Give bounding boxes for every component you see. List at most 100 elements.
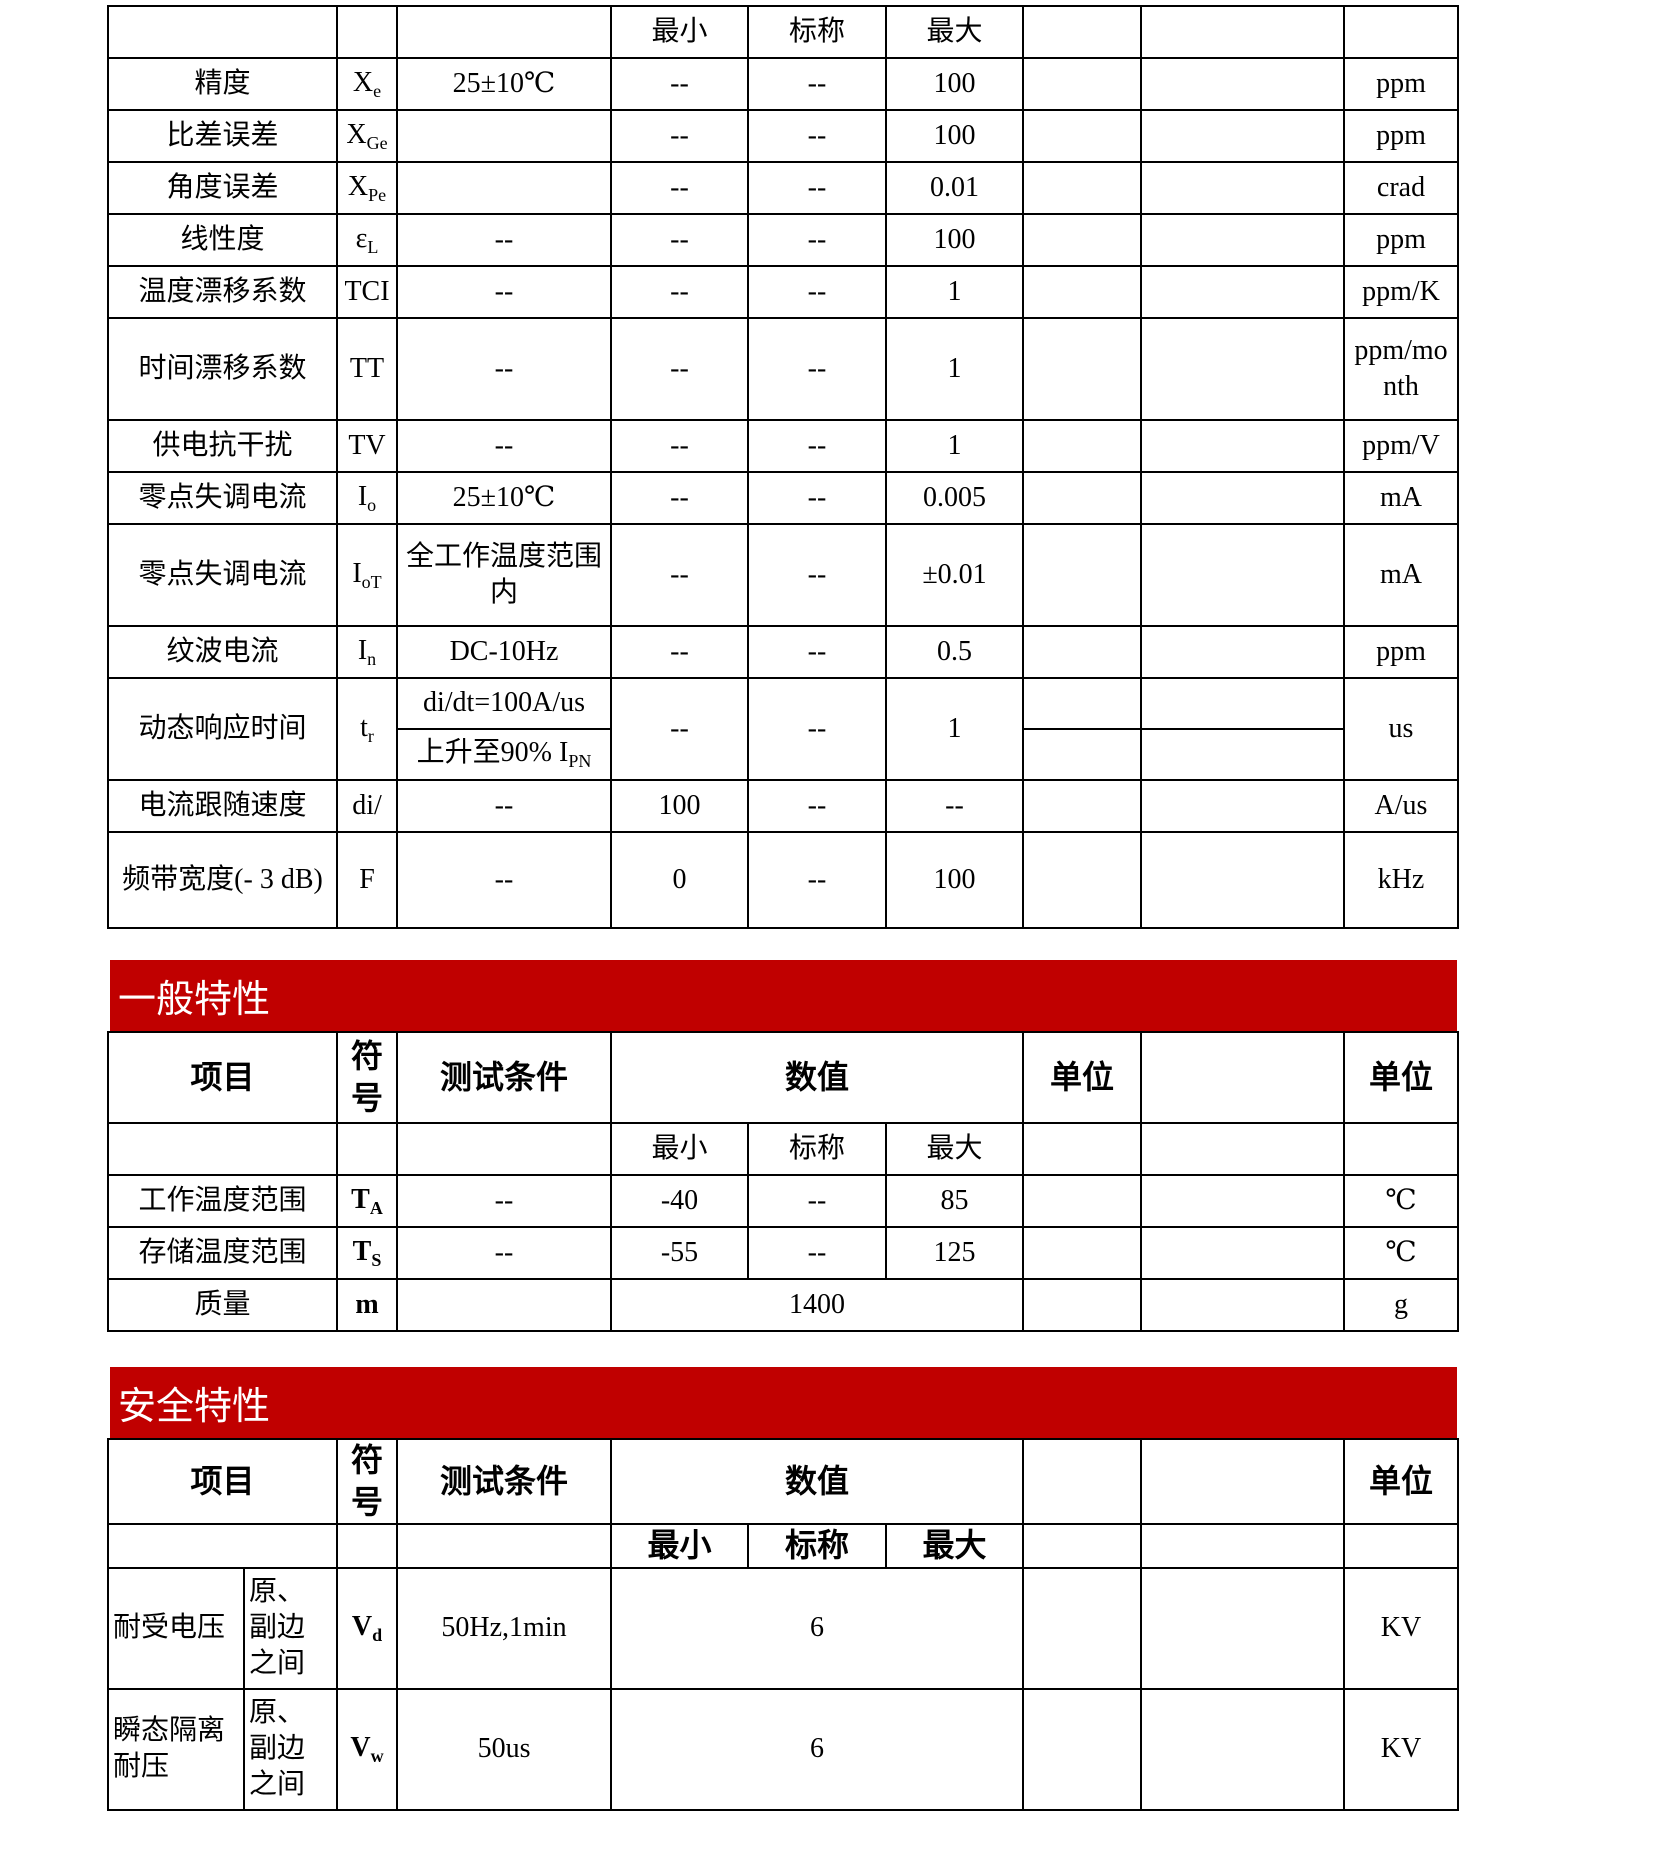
text: T [351, 1183, 370, 1215]
cell: mA [1343, 523, 1459, 627]
cell: TCI [336, 265, 398, 319]
cell [396, 109, 612, 163]
cell: In [336, 625, 398, 679]
cell [1140, 1122, 1345, 1176]
cell: -- [747, 471, 887, 525]
cell [336, 1122, 398, 1176]
header-cell: 单位 [1343, 1437, 1460, 1526]
cell [1140, 1174, 1345, 1228]
cell: 100 [885, 57, 1024, 111]
table-row: 耐受电压 原、副边之间 Vd 50Hz,1min 6 KV [107, 1566, 1460, 1690]
cell [1022, 5, 1142, 59]
cell [1022, 779, 1142, 833]
cell: 耐受电压 [107, 1566, 245, 1690]
cell: 零点失调电流 [107, 471, 338, 525]
header-cell: 单位 [1022, 1031, 1142, 1124]
cell: KV [1343, 1566, 1460, 1690]
general-table: 项目 符号 测试条件 数值 单位 单位 最小 标称 最大 工作温度范围 TA -- -40 -- 85 ℃ 存储… [107, 1031, 1459, 1332]
cell [1140, 1226, 1345, 1280]
header-cell: 符号 [336, 1437, 399, 1526]
cell: 线性度 [107, 213, 338, 267]
text: t [360, 711, 368, 743]
cell: di/dt=100A/us [396, 677, 612, 730]
cell: 0.5 [885, 625, 1024, 679]
cell: 6 [610, 1566, 1025, 1690]
cell: 25±10℃ [396, 57, 612, 111]
subscript: A [369, 1197, 383, 1218]
cell: -40 [610, 1174, 749, 1228]
cell: 上升至90% IPN [396, 728, 612, 781]
cell: us [1343, 677, 1459, 781]
cell: -- [747, 317, 887, 421]
text: V [350, 1732, 371, 1764]
cell: ℃ [1343, 1174, 1459, 1228]
cell [396, 1122, 612, 1176]
cell [1022, 625, 1142, 679]
cell [1140, 419, 1345, 473]
cell: 精度 [107, 57, 338, 111]
cell: -- [610, 523, 749, 627]
cell: XGe [336, 109, 398, 163]
table-row: 项目 符号 测试条件 数值 单位 单位 [107, 1031, 1459, 1124]
table-row: 最小 标称 最大 [106, 1523, 1460, 1569]
header-cell: 数值 [610, 1031, 1024, 1124]
cell: ℃ [1343, 1226, 1459, 1280]
header-cell: 最小 [610, 1523, 750, 1569]
cell [1022, 109, 1142, 163]
cell [1022, 1122, 1142, 1176]
cell [1022, 1523, 1143, 1569]
subscript: d [372, 1625, 383, 1646]
cell: -- [747, 1226, 887, 1280]
cell: -- [747, 831, 887, 929]
subscript: Ge [366, 132, 388, 153]
cell [106, 1523, 339, 1569]
cell: -- [610, 471, 749, 525]
table-row: 线性度 εL -- -- -- 100 ppm [107, 213, 1459, 267]
table-row: 最小 标称 最大 [107, 5, 1459, 59]
cell [1022, 1174, 1142, 1228]
cell: -- [610, 419, 749, 473]
table-row: 项目 符号 测试条件 数值 单位 [106, 1437, 1460, 1526]
cell [1022, 1437, 1143, 1526]
cell: -- [747, 419, 887, 473]
subscript: PN [568, 751, 592, 772]
text: I [357, 480, 368, 512]
cell [1140, 265, 1345, 319]
header-cell: 测试条件 [396, 1437, 613, 1526]
header-cell: 标称 [747, 1122, 887, 1176]
cell [107, 1122, 338, 1176]
cell: 存储温度范围 [107, 1226, 338, 1280]
cell: -- [885, 779, 1024, 833]
cell: -- [396, 419, 612, 473]
table-row: 角度误差 XPe -- -- 0.01 crad [107, 161, 1459, 215]
cell: 电流跟随速度 [107, 779, 338, 833]
cell: di/ [336, 779, 398, 833]
cell: ppm [1343, 57, 1459, 111]
cell [1022, 317, 1142, 421]
text: V [351, 1611, 373, 1643]
cell: εL [336, 213, 398, 267]
subscript: r [367, 725, 374, 746]
cell: 瞬态隔离耐压 [107, 1687, 245, 1811]
cell [396, 5, 612, 59]
cell: ppm [1343, 109, 1459, 163]
cell [1140, 523, 1345, 627]
cell: -- [610, 265, 749, 319]
table-row: 零点失调电流 IoT 全工作温度范围内 -- -- ±0.01 mA [107, 523, 1459, 627]
cell: 100 [610, 779, 749, 833]
cell: ppm [1343, 625, 1459, 679]
subscript: w [370, 1746, 384, 1767]
table-row: 比差误差 XGe -- -- 100 ppm [107, 109, 1459, 163]
cell [1022, 1566, 1143, 1690]
table-row: 纹波电流 In DC-10Hz -- -- 0.5 ppm [107, 625, 1459, 679]
header-cell: 标称 [747, 1523, 888, 1569]
cell: -- [747, 1174, 887, 1228]
cell [396, 1523, 613, 1569]
cell: XPe [336, 161, 398, 215]
table-row: 工作温度范围 TA -- -40 -- 85 ℃ [107, 1174, 1459, 1228]
cell: -- [610, 161, 749, 215]
cell: 全工作温度范围内 [396, 523, 612, 627]
cell: 50Hz,1min [396, 1566, 613, 1690]
cell: F [336, 831, 398, 929]
cell: TA [336, 1174, 398, 1228]
